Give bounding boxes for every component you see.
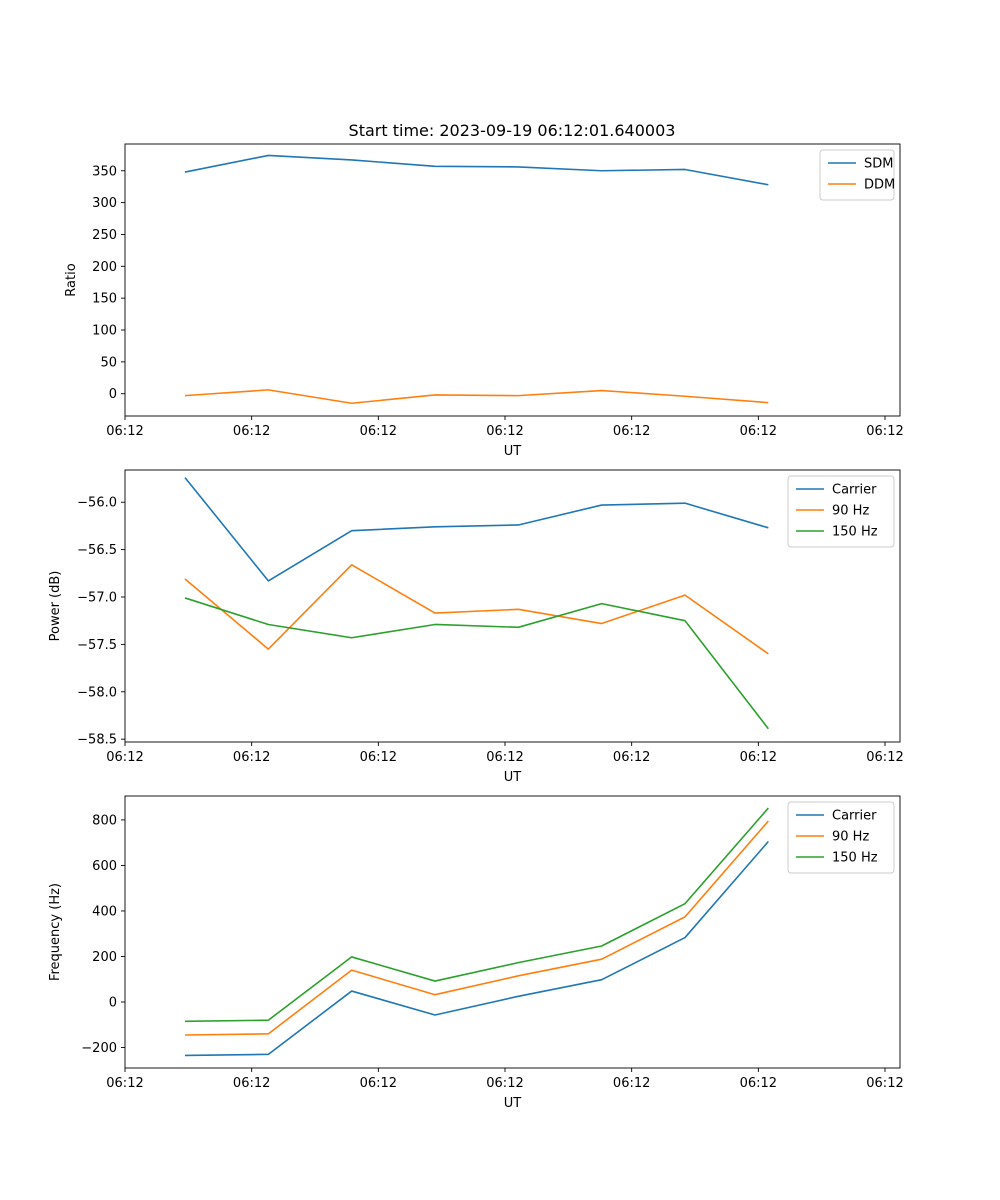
series-line-carrier — [184, 477, 769, 582]
y-tick-label: 150 — [92, 292, 117, 307]
legend-label-90-hz: 90 Hz — [832, 504, 869, 519]
y-axis-label: Frequency (Hz) — [48, 883, 63, 981]
legend-label-150-hz: 150 Hz — [832, 851, 878, 866]
series-line-sdm — [184, 154, 769, 186]
x-tick-label: 06:12 — [613, 1076, 650, 1091]
x-tick-label: 06:12 — [106, 1076, 143, 1091]
y-axis-label: Power (dB) — [48, 571, 63, 642]
x-tick-label: 06:12 — [486, 424, 523, 439]
x-tick-label: 06:12 — [106, 750, 143, 765]
x-axis-label: UT — [504, 770, 522, 785]
series-line-150-hz — [184, 807, 769, 1023]
y-tick-label: −56.0 — [77, 496, 117, 511]
x-tick-label: 06:12 — [233, 424, 270, 439]
x-tick-label: 06:12 — [360, 424, 397, 439]
y-tick-label: −58.5 — [77, 733, 117, 748]
series-line-150-hz — [184, 597, 769, 730]
y-tick-label: 800 — [92, 813, 117, 828]
x-axis-label: UT — [504, 1096, 522, 1111]
x-tick-label: 06:12 — [613, 750, 650, 765]
y-tick-label: 50 — [100, 355, 117, 370]
y-tick-label: 400 — [92, 904, 117, 919]
x-tick-label: 06:12 — [360, 1076, 397, 1091]
x-tick-label: 06:12 — [613, 424, 650, 439]
x-tick-label: 06:12 — [866, 1076, 903, 1091]
legend-label-ddm: DDM — [864, 178, 895, 193]
chart-title: Start time: 2023-09-19 06:12:01.640003 — [349, 121, 676, 140]
y-tick-label: −200 — [81, 1041, 117, 1056]
y-tick-label: 250 — [92, 228, 117, 243]
y-tick-label: 0 — [109, 387, 117, 402]
y-tick-label: −57.0 — [77, 590, 117, 605]
x-axis-label: UT — [504, 444, 522, 459]
x-tick-label: 06:12 — [106, 424, 143, 439]
x-tick-label: 06:12 — [233, 1076, 270, 1091]
legend: Carrier 90 Hz 150 Hz — [787, 801, 895, 874]
legend-label-sdm: SDM — [864, 157, 893, 172]
subplot-3: 06:12 06:12 06:12 06:12 06:12 06:12 06:12 −200 0… — [48, 795, 904, 1111]
x-tick-label: 06:12 — [740, 424, 777, 439]
x-tick-label: 06:12 — [866, 750, 903, 765]
x-tick-label: 06:12 — [740, 750, 777, 765]
x-tick-label: 06:12 — [360, 750, 397, 765]
legend: SDM DDM — [819, 149, 895, 201]
series-line-90-hz — [184, 563, 769, 655]
series-line-ddm — [184, 389, 769, 405]
y-axis-label: Ratio — [64, 263, 79, 296]
y-tick-label: 350 — [92, 164, 117, 179]
y-tick-label: −56.5 — [77, 543, 117, 558]
y-tick-label: 100 — [92, 324, 117, 339]
y-tick-label: −57.5 — [77, 638, 117, 653]
y-tick-label: 0 — [109, 995, 117, 1010]
y-tick-label: 200 — [92, 950, 117, 965]
series-line-90-hz — [184, 820, 769, 1036]
legend-label-carrier: Carrier — [832, 483, 877, 498]
y-tick-label: 200 — [92, 260, 117, 275]
legend-label-90-hz: 90 Hz — [832, 830, 869, 845]
plot-frame — [124, 469, 901, 743]
y-tick-label: 300 — [92, 196, 117, 211]
legend: Carrier 90 Hz 150 Hz — [787, 475, 895, 548]
legend-label-150-hz: 150 Hz — [832, 525, 878, 540]
plot-frame — [124, 795, 901, 1069]
x-tick-label: 06:12 — [486, 750, 523, 765]
x-tick-label: 06:12 — [486, 1076, 523, 1091]
plot-frame — [124, 143, 901, 417]
x-tick-label: 06:12 — [866, 424, 903, 439]
y-tick-label: −58.0 — [77, 685, 117, 700]
legend-label-carrier: Carrier — [832, 809, 877, 824]
series-line-carrier — [184, 840, 769, 1057]
x-tick-label: 06:12 — [740, 1076, 777, 1091]
y-tick-label: 600 — [92, 859, 117, 874]
x-tick-label: 06:12 — [233, 750, 270, 765]
legend-box — [787, 475, 895, 548]
subplot-1: 06:12 06:12 06:12 06:12 06:12 06:12 06:12 0 50 10… — [64, 143, 904, 459]
legend-box — [787, 801, 895, 874]
subplot-2: 06:12 06:12 06:12 06:12 06:12 06:12 06:12 −58.5… — [48, 469, 904, 785]
